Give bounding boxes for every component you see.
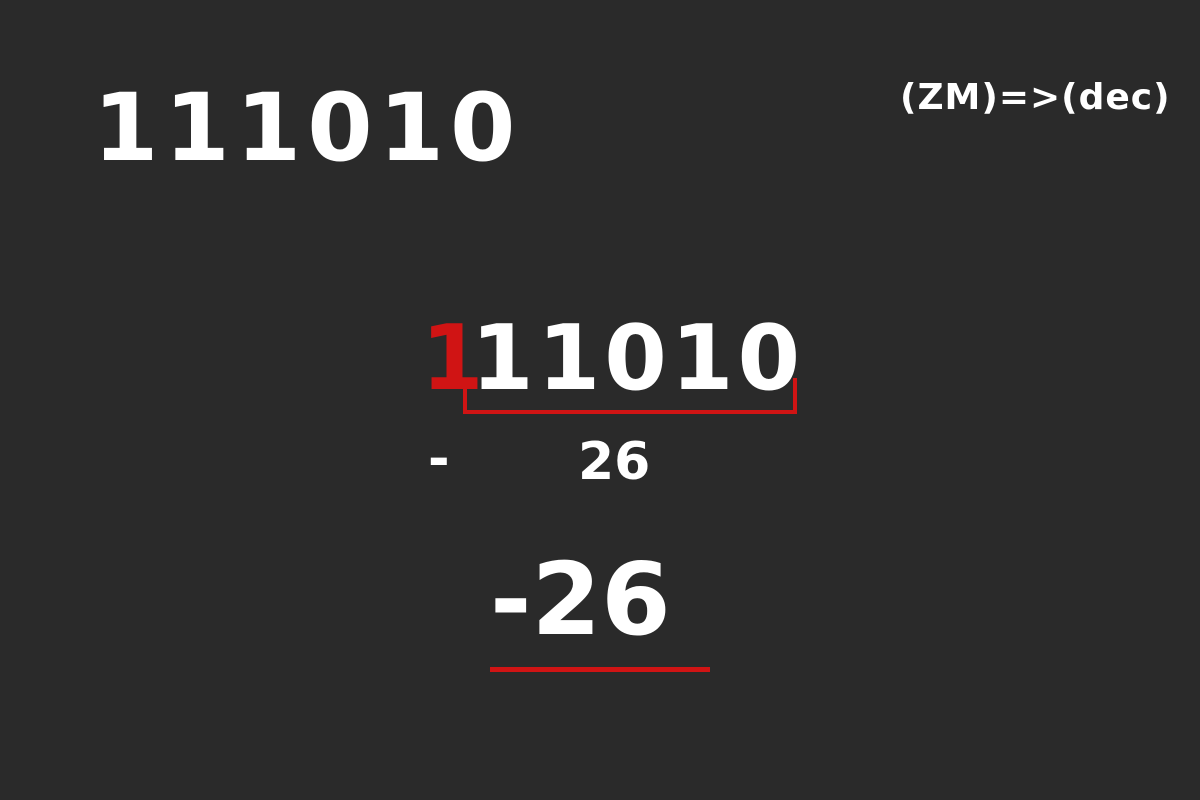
result-value: -26: [490, 541, 671, 658]
sign-symbol: -: [428, 429, 450, 489]
magnitude-bits: 11010: [471, 306, 805, 411]
binary-input: 111010: [93, 74, 522, 183]
magnitude-value: 26: [578, 432, 651, 492]
sign-bit: 1: [421, 306, 484, 411]
magnitude-bracket: [463, 378, 797, 414]
result-underline: [490, 667, 710, 672]
conversion-label: (ZM)=>(dec): [900, 77, 1171, 118]
